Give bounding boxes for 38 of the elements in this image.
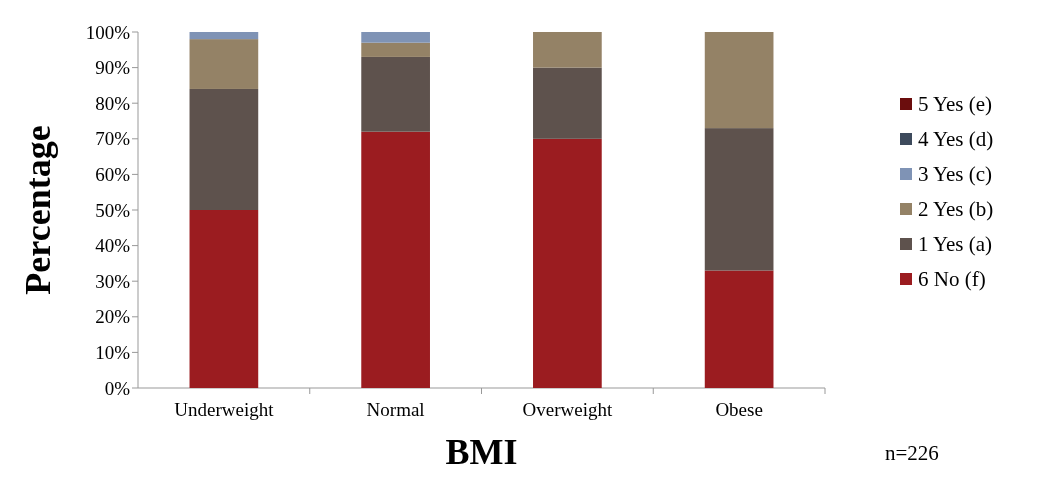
bar — [361, 131, 430, 388]
legend-label: 6 No (f) — [918, 267, 986, 292]
text: n=226 — [885, 441, 939, 465]
y-tick-label: 100% — [85, 21, 131, 43]
y-tick-label: 30% — [95, 270, 131, 292]
legend-label: 1 Yes (a) — [918, 232, 993, 257]
y-tick-label: 70% — [95, 128, 131, 150]
bar — [704, 32, 774, 129]
y-tick-label: 90% — [95, 57, 131, 79]
y-tick-label: 80% — [95, 92, 131, 114]
bar — [189, 32, 259, 40]
bar — [361, 32, 430, 43]
x-axis-title: BMI — [445, 432, 518, 472]
x-tick-label: Underweight — [174, 399, 275, 420]
bar — [704, 128, 774, 271]
bar — [704, 270, 774, 388]
y-tick-label: 50% — [95, 199, 131, 221]
y-tick-label: 40% — [95, 235, 131, 257]
y-tick-label: 10% — [95, 342, 131, 364]
y-axis-title: Percentage — [18, 125, 58, 295]
bar — [361, 42, 430, 57]
legend-label: 3 Yes (c) — [918, 162, 993, 187]
legend-label: 2 Yes (b) — [918, 197, 994, 222]
bar — [533, 32, 602, 68]
x-tick-label: Normal — [366, 399, 425, 420]
y-tick-label: 0% — [104, 377, 131, 399]
y-tick-label: 60% — [95, 164, 131, 186]
bar — [189, 39, 259, 89]
bar — [533, 67, 602, 139]
bar — [533, 138, 602, 388]
legend-label: 4 Yes (d) — [918, 127, 994, 152]
bar — [189, 210, 259, 388]
x-tick-label: Overweight — [522, 399, 613, 420]
bar — [361, 56, 430, 132]
legend-label: 5 Yes (e) — [918, 92, 993, 117]
y-tick-label: 20% — [95, 306, 131, 328]
bar — [189, 88, 259, 210]
x-tick-label: Obese — [715, 399, 763, 420]
